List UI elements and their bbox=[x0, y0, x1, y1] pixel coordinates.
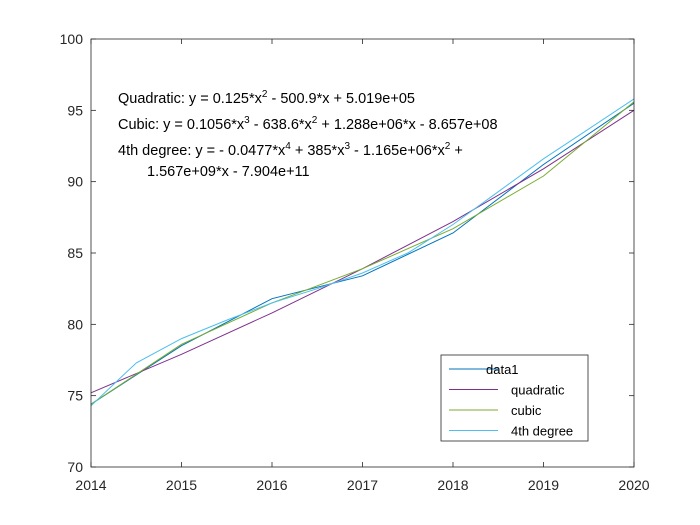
series-line-cubic bbox=[90, 101, 635, 405]
y-tick-label: 85 bbox=[67, 245, 83, 261]
y-tick-label: 90 bbox=[67, 174, 83, 190]
y-tick-label: 95 bbox=[67, 102, 83, 118]
x-tick-label: 2014 bbox=[75, 477, 106, 493]
y-tick-label: 75 bbox=[67, 388, 83, 404]
annotation-quartic-line1: 4th degree: y = - 0.0477*x4 + 385*x3 - 1… bbox=[118, 141, 463, 159]
equation-annotations: Quadratic: y = 0.125*x2 - 500.9*x + 5.01… bbox=[118, 89, 498, 180]
y-tick-label: 100 bbox=[60, 31, 84, 47]
y-tick-label: 80 bbox=[67, 316, 83, 332]
x-tick-label: 2015 bbox=[166, 477, 197, 493]
legend-label-cubic: cubic bbox=[511, 403, 542, 418]
ticks-layer: 2014 2015 2016 2017 2018 2019 2020 70 75 80 85 90 95… bbox=[60, 31, 650, 493]
x-tick-label: 2017 bbox=[347, 477, 378, 493]
legend-items: data1 quadratic cubic 4th degree bbox=[449, 362, 573, 439]
series-layer bbox=[90, 98, 635, 407]
x-tick-label: 2020 bbox=[618, 477, 649, 493]
x-tick-label: 2019 bbox=[528, 477, 559, 493]
x-tick-label: 2018 bbox=[437, 477, 468, 493]
legend-label-4th-degree: 4th degree bbox=[511, 424, 573, 439]
annotation-quartic-line2: 1.567e+09*x - 7.904e+11 bbox=[147, 164, 310, 180]
x-tick-label: 2016 bbox=[256, 477, 287, 493]
annotation-quadratic: Quadratic: y = 0.125*x2 - 500.9*x + 5.01… bbox=[118, 89, 415, 107]
series-line-4th-degree bbox=[90, 98, 635, 407]
legend: data1 quadratic cubic 4th degree bbox=[440, 354, 589, 442]
series-line-data1 bbox=[90, 102, 635, 405]
legend-label-quadratic: quadratic bbox=[511, 383, 565, 398]
annotation-cubic: Cubic: y = 0.1056*x3 - 638.6*x2 + 1.288e… bbox=[118, 115, 498, 133]
legend-label-data1: data1 bbox=[486, 362, 519, 377]
y-tick-label: 70 bbox=[67, 459, 83, 475]
